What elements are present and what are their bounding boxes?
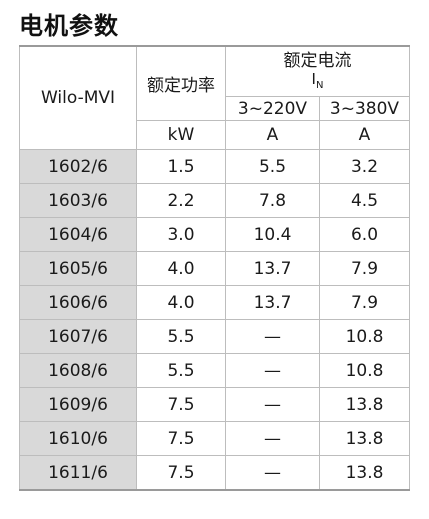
header-row-1: Wilo-MVI 额定功率 额定电流 IN [19, 44, 410, 150]
header-row-3: kW A A [20, 120, 410, 150]
header-model: Wilo-MVI [19, 45, 137, 150]
model-cell: 1606/6 [19, 285, 137, 320]
table-row: 1607/6 5.5 — 10.8 [19, 319, 410, 354]
table-body: 1602/6 1.5 5.5 3.2 1603/6 2.2 7.8 4.5 16… [19, 149, 410, 491]
header-unit-power: kW [136, 120, 226, 150]
model-cell: 1610/6 [19, 421, 137, 456]
power-cell: 4.0 [136, 285, 226, 320]
current-symbol-subscript: N [315, 79, 324, 91]
header-row-2: 3~220V 3~380V [20, 95, 410, 122]
current-220-cell: — [225, 353, 320, 388]
current-380-cell: 4.5 [319, 183, 410, 218]
current-380-cell: 7.9 [319, 251, 410, 286]
current-380-cell: 10.8 [319, 353, 410, 388]
power-cell: 5.5 [136, 319, 226, 354]
rated-current-label: 额定电流 [283, 50, 352, 71]
current-220-cell: 10.4 [225, 217, 320, 252]
current-symbol: IN [226, 69, 409, 93]
table-row: 1609/6 7.5 — 13.8 [19, 387, 410, 422]
header-rated-current: 额定电流 IN [225, 44, 410, 97]
table-row: 1611/6 7.5 — 13.8 [19, 455, 410, 491]
current-380-cell: 7.9 [319, 285, 410, 320]
power-cell: 4.0 [136, 251, 226, 286]
current-220-cell: 13.7 [225, 251, 320, 286]
current-380-cell: 3.2 [319, 149, 410, 184]
table-row: 1602/6 1.5 5.5 3.2 [19, 149, 410, 184]
table-row: 1606/6 4.0 13.7 7.9 [19, 285, 410, 320]
model-cell: 1608/6 [19, 353, 137, 388]
model-cell: 1609/6 [19, 387, 137, 422]
power-cell: 7.5 [136, 455, 226, 491]
table-row: 1608/6 5.5 — 10.8 [19, 353, 410, 388]
model-cell: 1604/6 [19, 217, 137, 252]
model-cell: 1611/6 [19, 455, 137, 491]
power-cell: 3.0 [136, 217, 226, 252]
table-row: 1610/6 7.5 — 13.8 [19, 421, 410, 456]
table-row: 1604/6 3.0 10.4 6.0 [19, 217, 410, 252]
current-220-cell: — [225, 455, 320, 491]
model-cell: 1605/6 [19, 251, 137, 286]
header-voltage-380: 3~380V [319, 95, 410, 122]
current-220-cell: — [225, 421, 320, 456]
page-title: 电机参数 [19, 12, 119, 40]
header-unit-current-220: A [225, 120, 320, 150]
current-220-cell: 7.8 [225, 183, 320, 218]
table-row: 1605/6 4.0 13.7 7.9 [19, 251, 410, 286]
model-cell: 1607/6 [19, 319, 137, 354]
table-row: 1603/6 2.2 7.8 4.5 [19, 183, 410, 218]
model-cell: 1602/6 [19, 149, 137, 184]
current-380-cell: 13.8 [319, 421, 410, 456]
power-cell: 7.5 [136, 421, 226, 456]
power-cell: 5.5 [136, 353, 226, 388]
current-220-cell: — [225, 387, 320, 422]
current-220-cell: 13.7 [225, 285, 320, 320]
current-220-cell: — [225, 319, 320, 354]
header-voltage-220: 3~220V [225, 95, 320, 122]
header-rated-power: 额定功率 [136, 45, 226, 122]
current-220-cell: 5.5 [225, 149, 320, 184]
header-unit-current-380: A [319, 120, 410, 150]
model-cell: 1603/6 [19, 183, 137, 218]
power-cell: 7.5 [136, 387, 226, 422]
current-380-cell: 13.8 [319, 387, 410, 422]
current-380-cell: 6.0 [319, 217, 410, 252]
current-symbol-letter: I [311, 69, 316, 88]
current-380-cell: 10.8 [319, 319, 410, 354]
current-380-cell: 13.8 [319, 455, 410, 491]
power-cell: 2.2 [136, 183, 226, 218]
power-cell: 1.5 [136, 149, 226, 184]
motor-parameters-table: Wilo-MVI 额定功率 额定电流 IN 3~220V 3~380V kW A… [19, 44, 410, 491]
